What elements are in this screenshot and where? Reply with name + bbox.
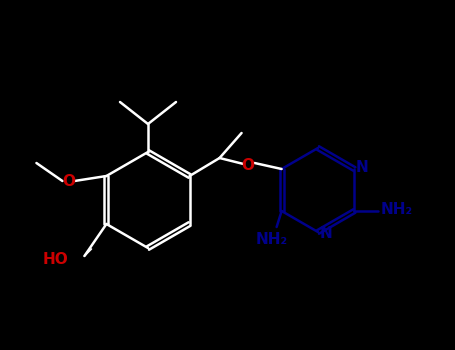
Text: HO: HO [43,252,68,267]
Text: NH₂: NH₂ [256,231,288,246]
Text: O: O [241,159,254,174]
Text: NH₂: NH₂ [380,203,412,217]
Text: N: N [319,225,332,240]
Text: N: N [356,161,369,175]
Text: O: O [62,174,75,189]
